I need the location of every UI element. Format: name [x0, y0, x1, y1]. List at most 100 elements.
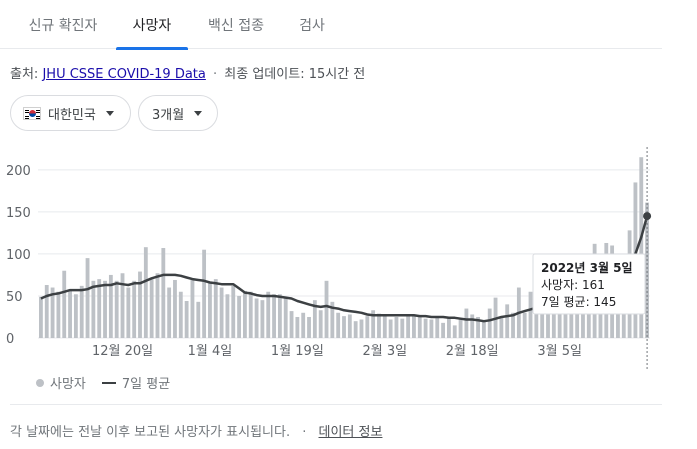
bar — [511, 312, 515, 338]
bar — [243, 290, 247, 338]
bar — [73, 294, 78, 338]
bar — [277, 294, 282, 338]
x-tick-label: 1월 4일 — [188, 344, 233, 359]
tab-new-cases[interactable]: 신규 확진자 — [28, 17, 98, 34]
x-tick-label: 2월 3일 — [362, 344, 407, 359]
bar — [254, 298, 259, 338]
bar — [260, 300, 265, 338]
bar — [551, 308, 556, 338]
bar — [487, 308, 492, 338]
range-value: 3개월 — [152, 107, 185, 123]
bar — [353, 321, 358, 338]
tooltip-date: 2022년 3월 5일 — [541, 260, 633, 275]
source-link[interactable]: JHU CSSE COVID-19 Data — [42, 67, 206, 82]
bar — [149, 279, 154, 338]
footer-separator: · — [302, 425, 307, 440]
bar — [639, 157, 644, 338]
legend-bars-label: 사망자 — [50, 377, 86, 392]
bar — [196, 301, 201, 338]
bar — [546, 294, 550, 338]
y-tick-label: 50 — [6, 290, 23, 305]
bar — [342, 316, 346, 338]
footer-note-text: 각 날짜에는 전날 이후 보고된 사망자가 표시됩니다. — [10, 425, 291, 440]
bar — [108, 274, 113, 338]
bar — [44, 285, 49, 338]
tab-bar: 신규 확진자 사망자 백신 접종 검사 — [0, 0, 662, 50]
bar — [62, 270, 67, 338]
bar — [173, 279, 177, 338]
bar — [441, 322, 445, 338]
bar — [464, 308, 469, 338]
bar — [528, 291, 533, 338]
bar — [56, 291, 61, 338]
chevron-down-icon — [194, 110, 203, 116]
bar — [499, 316, 504, 338]
bar — [394, 316, 399, 338]
footer-note: 각 날짜에는 전날 이후 보고된 사망자가 표시됩니다. · 데이터 정보 — [10, 421, 382, 440]
bar — [120, 273, 125, 338]
bar — [237, 295, 241, 338]
y-tick-label: 200 — [6, 164, 31, 179]
bar — [481, 321, 486, 338]
bar — [161, 248, 166, 338]
bar — [184, 301, 189, 338]
tooltip-deaths: 사망자: 161 — [541, 278, 605, 292]
bar — [231, 285, 236, 338]
bar — [452, 325, 457, 338]
y-tick-label: 100 — [6, 248, 31, 263]
bar — [301, 312, 306, 338]
chart-legend: 사망자 7일 평균 — [36, 373, 170, 392]
tooltip-box — [532, 253, 646, 315]
bar — [213, 279, 218, 338]
bar — [114, 280, 119, 338]
bar — [178, 291, 183, 338]
bar — [103, 280, 107, 338]
bar — [208, 283, 212, 338]
chevron-down-icon — [105, 110, 114, 116]
tooltip-average: 7일 평균: 145 — [541, 295, 616, 309]
bar — [382, 314, 387, 338]
bar — [423, 318, 428, 338]
bar — [417, 316, 422, 338]
bar — [534, 302, 539, 338]
bar — [447, 316, 451, 338]
range-dropdown[interactable]: 3개월 — [138, 95, 218, 131]
bar — [225, 294, 230, 338]
bar — [505, 304, 510, 338]
bar — [330, 301, 335, 338]
legend-line-swatch — [101, 381, 116, 384]
bar — [324, 280, 329, 338]
bar — [429, 319, 434, 338]
bar — [143, 247, 148, 338]
bar — [248, 291, 253, 338]
y-tick-label: 0 — [6, 332, 14, 347]
country-value: 대한민국 — [48, 107, 96, 123]
bar — [318, 310, 323, 338]
bar — [540, 306, 545, 338]
bar — [132, 280, 137, 338]
x-tick-label: 3월 5일 — [537, 344, 582, 359]
divider — [10, 404, 662, 405]
country-dropdown[interactable]: 대한민국 — [10, 95, 131, 131]
deaths-chart[interactable]: 0 50 100 150 200 12월 20일 1월 4일 1월 19일 2월 3일 2월 18… — [0, 145, 697, 370]
bar — [85, 258, 90, 338]
bar — [167, 287, 172, 338]
x-tick-label: 1월 19일 — [271, 344, 324, 359]
bar — [406, 315, 411, 338]
source-separator: · — [213, 67, 218, 82]
legend-bar-swatch — [36, 378, 44, 387]
tab-deaths[interactable]: 사망자 — [116, 0, 188, 50]
source-line: 출처: JHU CSSE COVID-19 Data · 최종 업데이트: 15… — [10, 63, 365, 82]
x-tick-label: 12월 20일 — [92, 344, 153, 359]
bar — [359, 319, 364, 338]
tab-vaccinations[interactable]: 백신 접종 — [208, 17, 264, 34]
bar — [79, 285, 84, 338]
bar — [307, 316, 311, 338]
bar — [347, 314, 352, 338]
bar — [400, 318, 405, 338]
tab-testing[interactable]: 검사 — [299, 17, 325, 34]
bar — [138, 271, 142, 338]
data-info-link[interactable]: 데이터 정보 — [318, 425, 383, 440]
bar — [312, 300, 317, 338]
bar — [202, 249, 207, 338]
